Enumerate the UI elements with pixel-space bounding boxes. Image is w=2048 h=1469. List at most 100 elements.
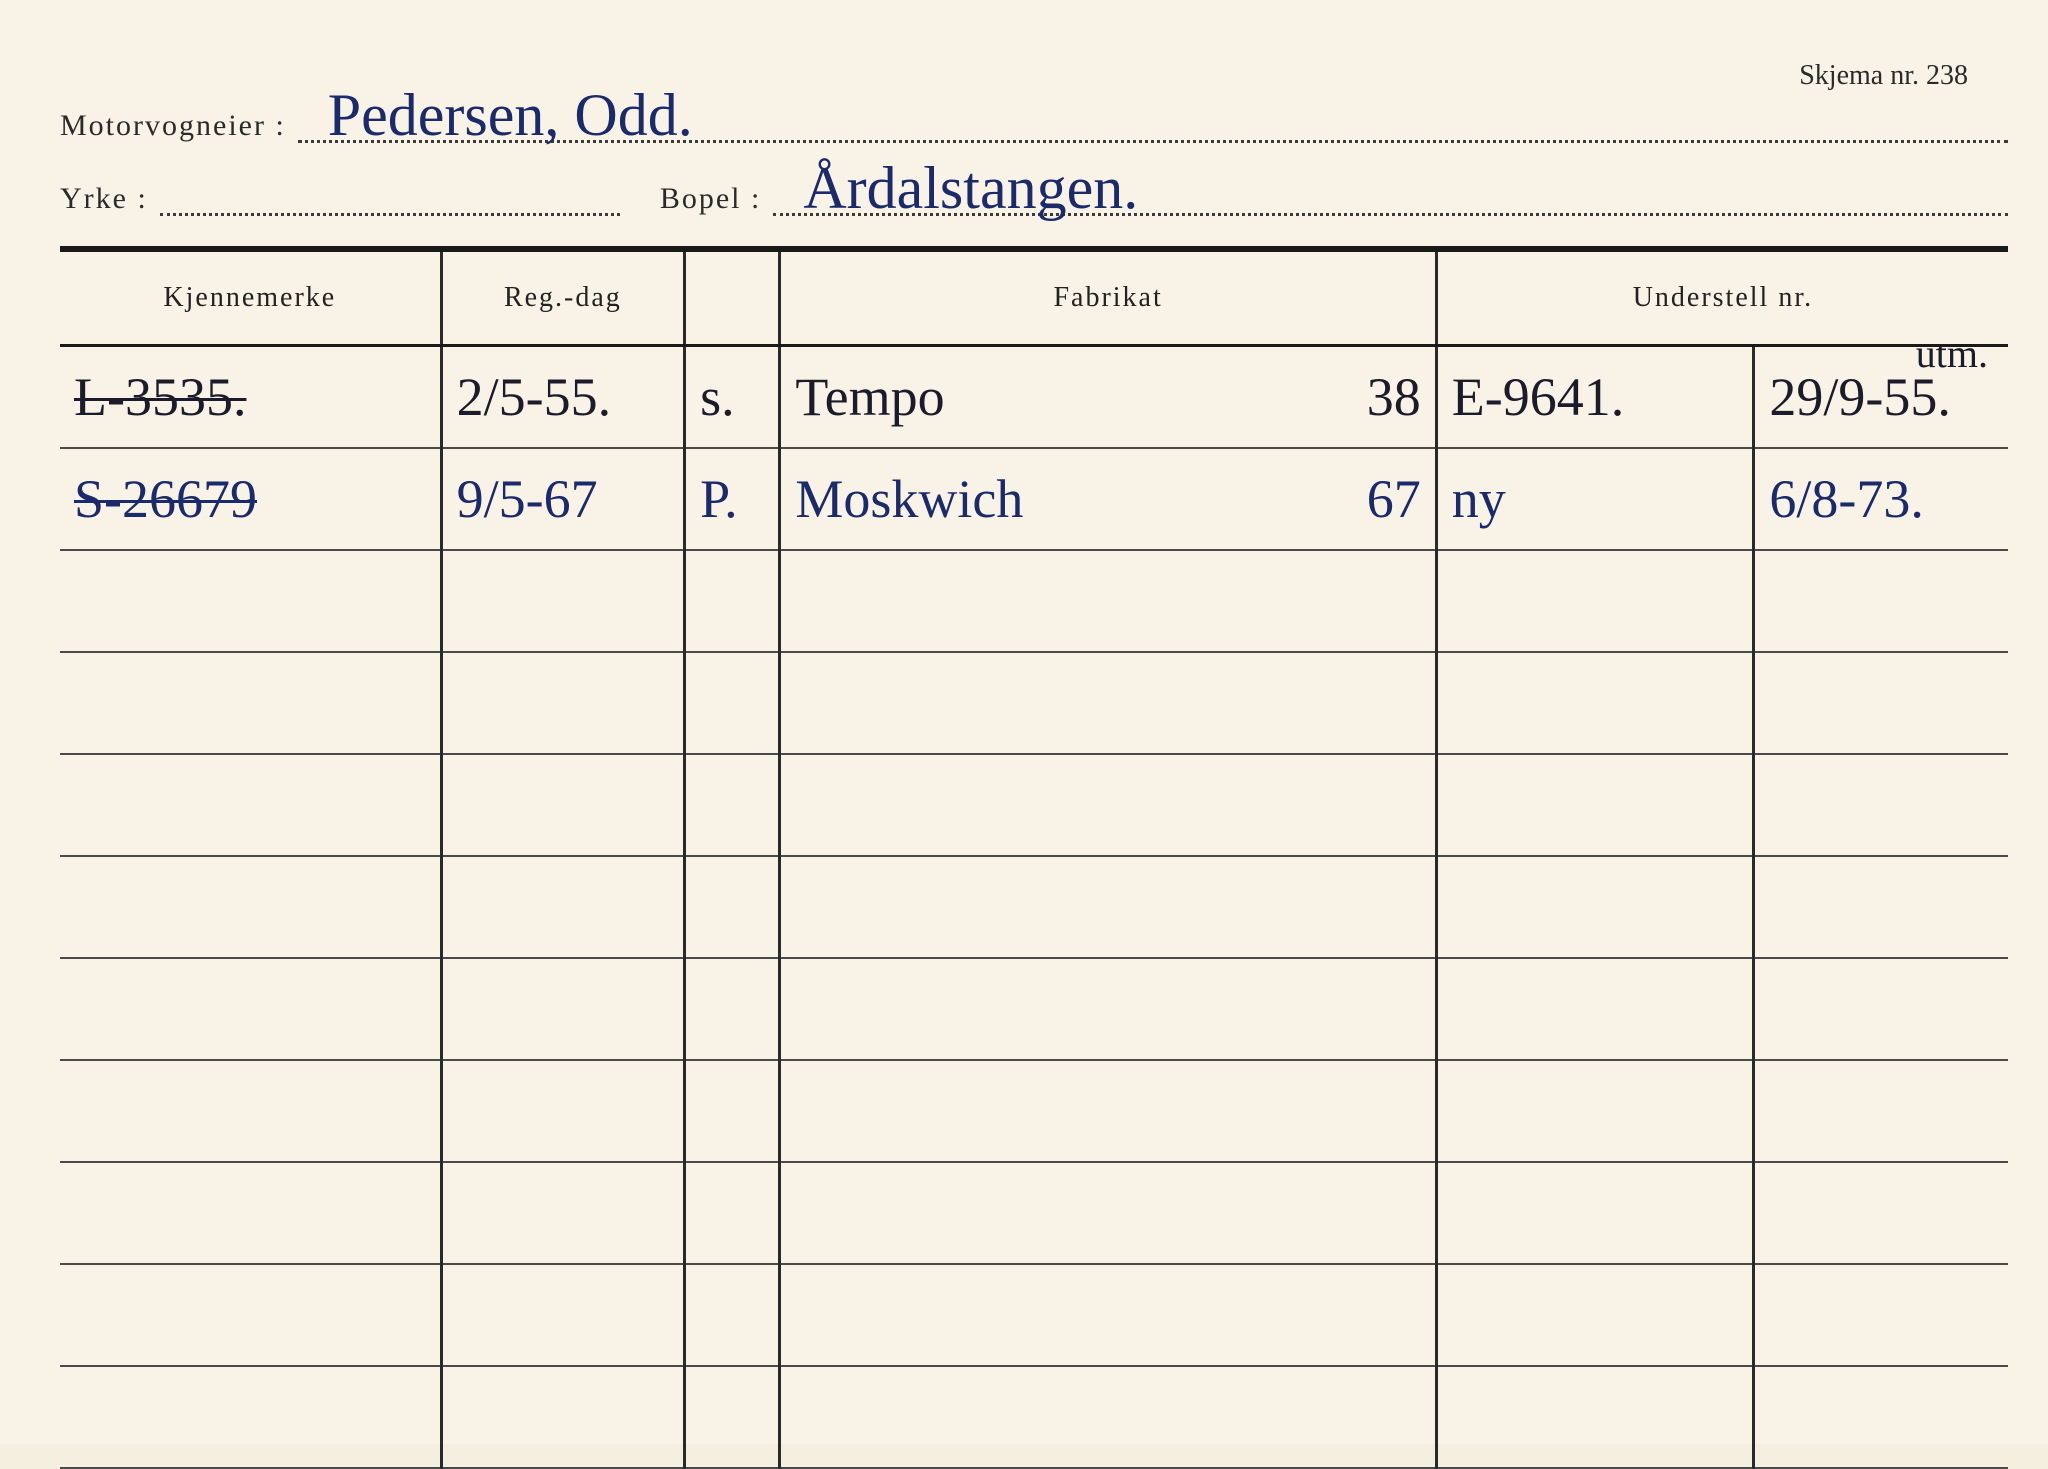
cell-understell: E-9641.	[1452, 367, 1624, 427]
bopel-value: Årdalstangen.	[803, 154, 1138, 223]
empty-cell	[685, 652, 780, 754]
cell-type: P.	[700, 469, 738, 529]
empty-cell	[1436, 1060, 1754, 1162]
empty-cell	[60, 1162, 441, 1264]
registration-card: Skjema nr. 238 Motorvogneier : Pedersen,…	[0, 0, 2048, 1444]
extra-column-note: utm.	[1916, 330, 1988, 377]
cell-fabrikat-year: 67	[1367, 472, 1421, 526]
empty-cell	[1436, 1162, 1754, 1264]
bopel-field: Årdalstangen.	[773, 173, 2008, 216]
empty-cell	[1436, 1366, 1754, 1468]
empty-cell	[780, 958, 1436, 1060]
table-row	[60, 1366, 2008, 1468]
table-row: S-26679 9/5-67 P. Moskwich 67 ny 6/8-73.	[60, 448, 2008, 550]
empty-cell	[780, 1366, 1436, 1468]
cell-fabrikat: Moskwich	[795, 472, 1023, 526]
empty-cell	[685, 958, 780, 1060]
owner-line: Motorvogneier : Pedersen, Odd.	[60, 100, 2008, 143]
empty-cell	[441, 754, 685, 856]
empty-cell	[441, 652, 685, 754]
cell-extra: 6/8-73.	[1769, 469, 1924, 529]
table-row	[60, 1162, 2008, 1264]
empty-cell	[1754, 856, 2008, 958]
empty-cell	[60, 1366, 441, 1468]
empty-cell	[1436, 550, 1754, 652]
empty-cell	[1436, 652, 1754, 754]
empty-cell	[1754, 1060, 2008, 1162]
col-kjennemerke: Kjennemerke	[60, 249, 441, 346]
empty-cell	[685, 856, 780, 958]
vehicle-table: Kjennemerke Reg.-dag Fabrikat Understell…	[60, 246, 2008, 1469]
form-number: Skjema nr. 238	[1799, 60, 1968, 92]
empty-cell	[441, 550, 685, 652]
empty-cell	[60, 958, 441, 1060]
table-body: L-3535.2/5-55.s.Tempo38E-9641.29/9-55.S-…	[60, 346, 2008, 1469]
empty-cell	[1754, 958, 2008, 1060]
empty-cell	[1436, 1264, 1754, 1366]
empty-cell	[1754, 1366, 2008, 1468]
empty-cell	[1754, 754, 2008, 856]
table-row	[60, 652, 2008, 754]
yrke-field	[160, 173, 620, 216]
empty-cell	[441, 1162, 685, 1264]
empty-cell	[1754, 1264, 2008, 1366]
cell-kjennemerke: S-26679	[74, 469, 257, 529]
table-row	[60, 856, 2008, 958]
bopel-label: Bopel :	[660, 182, 762, 216]
empty-cell	[1436, 856, 1754, 958]
table-row	[60, 1264, 2008, 1366]
empty-cell	[685, 550, 780, 652]
yrke-label: Yrke :	[60, 182, 148, 216]
empty-cell	[780, 856, 1436, 958]
cell-regdag: 9/5-67	[457, 469, 598, 529]
col-type	[685, 249, 780, 346]
empty-cell	[60, 550, 441, 652]
empty-cell	[60, 1264, 441, 1366]
empty-cell	[60, 754, 441, 856]
empty-cell	[780, 550, 1436, 652]
empty-cell	[1436, 958, 1754, 1060]
skjema-label: Skjema nr.	[1799, 60, 1919, 91]
empty-cell	[1754, 652, 2008, 754]
empty-cell	[780, 1162, 1436, 1264]
empty-cell	[1754, 550, 2008, 652]
table-row	[60, 550, 2008, 652]
col-regdag: Reg.-dag	[441, 249, 685, 346]
cell-understell: ny	[1452, 469, 1506, 529]
empty-cell	[441, 1366, 685, 1468]
owner-value: Pedersen, Odd.	[328, 81, 693, 150]
skjema-number: 238	[1926, 60, 1968, 91]
empty-cell	[780, 1264, 1436, 1366]
empty-cell	[60, 1060, 441, 1162]
occupation-residence-line: Yrke : Bopel : Årdalstangen.	[60, 173, 2008, 216]
empty-cell	[1436, 754, 1754, 856]
col-fabrikat: Fabrikat	[780, 249, 1436, 346]
empty-cell	[60, 652, 441, 754]
empty-cell	[685, 1366, 780, 1468]
table-row	[60, 1060, 2008, 1162]
empty-cell	[685, 1264, 780, 1366]
empty-cell	[780, 652, 1436, 754]
table-header-row: Kjennemerke Reg.-dag Fabrikat Understell…	[60, 249, 2008, 346]
table-row: L-3535.2/5-55.s.Tempo38E-9641.29/9-55.	[60, 346, 2008, 449]
owner-label: Motorvogneier :	[60, 109, 286, 143]
cell-fabrikat-year: 38	[1367, 370, 1421, 424]
cell-regdag: 2/5-55.	[457, 367, 612, 427]
cell-kjennemerke: L-3535.	[74, 367, 246, 427]
empty-cell	[1754, 1162, 2008, 1264]
empty-cell	[685, 1162, 780, 1264]
table-row	[60, 754, 2008, 856]
empty-cell	[441, 958, 685, 1060]
empty-cell	[60, 856, 441, 958]
empty-cell	[441, 856, 685, 958]
empty-cell	[441, 1264, 685, 1366]
empty-cell	[441, 1060, 685, 1162]
empty-cell	[685, 754, 780, 856]
cell-type: s.	[700, 367, 735, 427]
table-row	[60, 958, 2008, 1060]
owner-field: Pedersen, Odd.	[298, 100, 2008, 143]
cell-fabrikat: Tempo	[795, 370, 944, 424]
empty-cell	[780, 754, 1436, 856]
empty-cell	[685, 1060, 780, 1162]
empty-cell	[780, 1060, 1436, 1162]
